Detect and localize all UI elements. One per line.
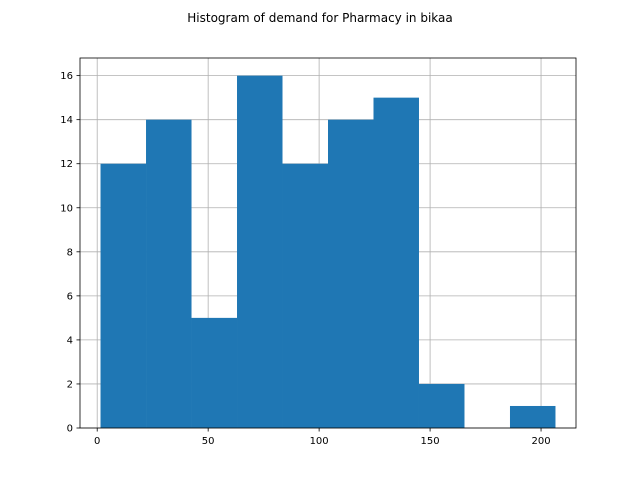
histogram-bar	[100, 163, 147, 428]
x-tick-label: 0	[94, 436, 100, 447]
histogram-bar	[373, 97, 419, 429]
axes: 0 50 100 150 200 0 2 4 6 8 10 12 14 16	[60, 57, 577, 447]
y-tick-label: 4	[67, 335, 73, 346]
histogram-bar	[191, 317, 238, 428]
y-tick-label: 12	[60, 159, 73, 170]
x-tick-label: 200	[532, 436, 551, 447]
x-tick-label: 100	[310, 436, 329, 447]
histogram-bar	[146, 119, 192, 429]
histogram-bar	[509, 405, 556, 428]
y-tick-label: 16	[60, 71, 73, 82]
histogram-bar	[418, 383, 465, 428]
y-tick-label: 10	[60, 203, 73, 214]
histogram-bar	[282, 163, 328, 428]
histogram-bar	[328, 119, 374, 429]
y-tick-label: 8	[67, 247, 73, 258]
y-tick-label: 14	[60, 115, 73, 126]
y-tick-label: 2	[67, 379, 73, 390]
y-tick-label: 0	[67, 424, 73, 435]
y-tick-label: 6	[67, 291, 73, 302]
plot-frame	[79, 57, 577, 429]
bars	[100, 75, 556, 429]
x-tick-label: 150	[421, 436, 440, 447]
histogram-bar	[237, 75, 283, 428]
x-tick-label: 50	[202, 436, 215, 447]
chart-title: Histogram of demand for Pharmacy in bika…	[187, 11, 452, 25]
